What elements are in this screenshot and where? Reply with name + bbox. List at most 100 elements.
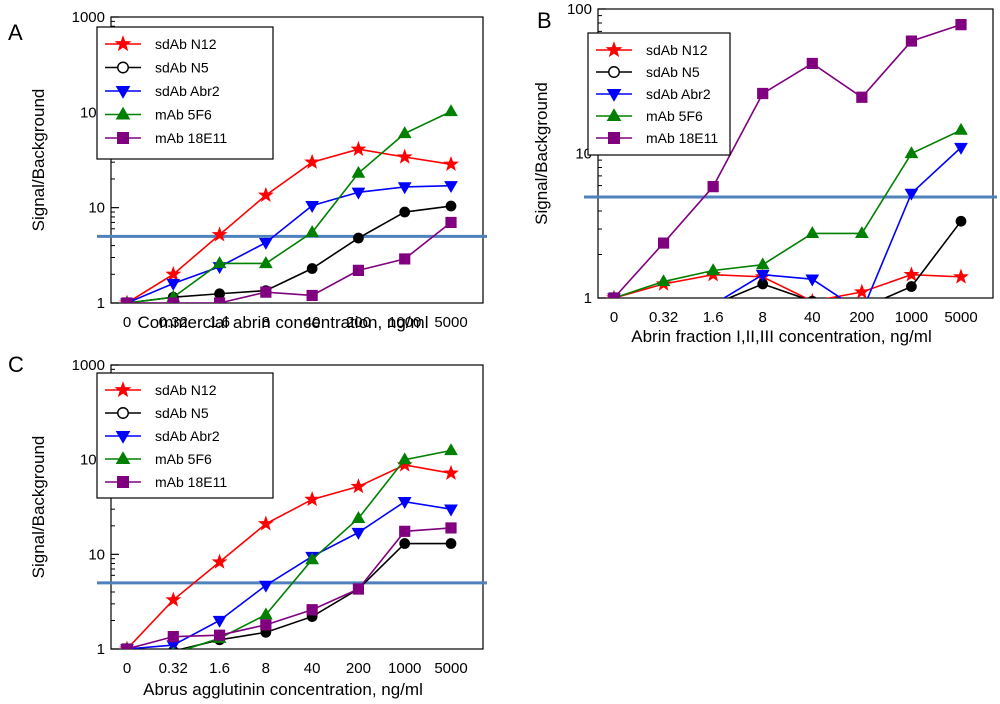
data-point-mab-18e11 [121, 297, 133, 303]
x-axis-title: Commercial abrin concentration, ng/ml [137, 313, 428, 332]
y-axis-title: Signal/Background [29, 436, 48, 579]
data-point-sdab-abr2 [212, 615, 227, 628]
data-point-sdab-abr2 [351, 527, 366, 540]
x-axis-title: Abrus agglutinin concentration, ng/ml [143, 680, 423, 699]
data-point-mab-5f6 [212, 256, 227, 269]
legend-marker-sdab-n12 [114, 381, 132, 398]
y-tick-label: 1 [584, 290, 592, 307]
series-line-mab-5f6 [126, 110, 452, 303]
data-point-sdab-abr2 [397, 182, 412, 195]
legend-label-sdab-n5: sdAb N5 [155, 405, 209, 421]
data-point-sdab-abr2 [444, 504, 458, 517]
data-point-sdab-n12 [211, 553, 228, 569]
x-tick-label: 8 [262, 660, 270, 677]
data-point-sdab-abr2 [444, 181, 458, 193]
data-point-sdab-n12 [211, 226, 228, 242]
x-tick-label: 1000 [388, 660, 421, 677]
data-point-mab-5f6 [305, 552, 320, 565]
data-point-mab-18e11 [260, 619, 272, 631]
plot-frame [110, 16, 484, 304]
legend-label-mab-5f6: mAb 5F6 [155, 107, 212, 123]
series-line-sdab-n12 [613, 273, 962, 298]
legend-marker-mab-5f6 [115, 451, 131, 464]
data-point-mab-5f6 [397, 126, 412, 139]
series-line-sdab-abr2 [614, 146, 962, 298]
legend-marker-mab-18e11 [117, 476, 129, 488]
legend-label-mab-5f6: mAb 5F6 [155, 451, 212, 467]
data-point-sdab-n12 [165, 591, 182, 607]
data-point-sdab-n5 [399, 538, 411, 549]
x-tick-label: 5000 [944, 309, 977, 326]
data-point-mab-5f6 [805, 226, 820, 239]
legend-marker-mab-18e11 [608, 132, 620, 144]
data-point-mab-18e11 [707, 181, 719, 193]
data-point-sdab-n12 [350, 478, 367, 494]
data-point-sdab-n5 [807, 295, 817, 298]
series-group [119, 104, 459, 303]
data-point-sdab-abr2 [305, 201, 320, 213]
data-point-sdab-n5 [306, 263, 318, 274]
series-line-sdab-n5 [126, 205, 452, 303]
legend-label-sdab-abr2: sdAb Abr2 [155, 428, 220, 444]
x-tick-label: 40 [304, 314, 321, 331]
panel-letter: B [537, 8, 552, 33]
legend-label-mab-5f6: mAb 5F6 [646, 108, 703, 124]
x-axis-title: Abrin fraction I,II,III concentration, n… [631, 327, 931, 346]
data-point-sdab-abr2 [166, 278, 181, 291]
legend-marker-sdab-abr2 [115, 86, 131, 99]
data-point-sdab-n12 [257, 515, 274, 531]
legend-marker-sdab-n12 [114, 35, 132, 52]
data-point-sdab-abr2 [258, 237, 273, 250]
series-line-sdab-abr2 [126, 184, 452, 303]
x-tick-label: 200 [346, 314, 371, 331]
series-line-mab-18e11 [126, 527, 452, 649]
data-point-sdab-n5 [445, 200, 457, 212]
data-point-mab-18e11 [905, 35, 918, 47]
data-point-mab-18e11 [955, 18, 967, 31]
legend-label-sdab-n12: sdAb N12 [155, 36, 217, 52]
series-line-mab-18e11 [127, 221, 452, 303]
data-point-sdab-n12 [304, 153, 321, 169]
data-point-mab-18e11 [757, 87, 769, 100]
x-tick-label: 1000 [895, 309, 928, 326]
data-point-mab-5f6 [171, 646, 175, 649]
legend-marker-sdab-n12 [605, 41, 623, 58]
legend-marker-mab-5f6 [115, 106, 131, 120]
data-point-mab-18e11 [856, 91, 868, 103]
series-line-mab-18e11 [613, 23, 962, 298]
x-tick-label: 1.6 [209, 660, 230, 677]
y-tick-label: 1 [97, 641, 105, 658]
data-point-mab-18e11 [121, 643, 133, 649]
legend-label-sdab-n12: sdAb N12 [155, 382, 217, 398]
x-tick-label: 0.32 [649, 309, 678, 326]
legend: sdAb N12 sdAb N5 sdAb Abr2 mAb 5F6 mAb 18E11 [96, 372, 274, 499]
y-tick-label: 100 [567, 1, 592, 18]
data-point-sdab-n12 [257, 186, 274, 202]
data-point-sdab-n12 [396, 148, 413, 164]
data-point-sdab-abr2 [397, 497, 412, 509]
x-tick-label: 8 [759, 309, 767, 326]
data-point-mab-5f6 [904, 146, 919, 159]
data-point-mab-18e11 [167, 631, 179, 643]
legend: sdAb N12 sdAb N5 sdAb Abr2 mAb 5F6 mAb 18E11 [96, 26, 274, 160]
data-point-mab-5f6 [305, 225, 320, 238]
data-point-sdab-n5 [955, 215, 967, 227]
series-line-mab-5f6 [127, 449, 452, 649]
data-point-mab-18e11 [167, 297, 179, 303]
data-point-sdab-n12 [853, 283, 870, 298]
data-point-mab-5f6 [755, 257, 770, 270]
data-point-sdab-abr2 [351, 187, 366, 200]
x-tick-label: 8 [262, 314, 270, 331]
data-point-sdab-abr2 [755, 270, 770, 282]
data-point-sdab-abr2 [954, 142, 968, 155]
data-point-mab-18e11 [657, 237, 670, 249]
data-point-mab-5f6 [258, 607, 273, 620]
data-point-mab-18e11 [306, 604, 318, 616]
data-point-mab-5f6 [854, 226, 869, 239]
x-tick-label: 40 [804, 309, 821, 326]
y-tick-label: 1000 [72, 9, 105, 26]
data-point-mab-18e11 [213, 297, 226, 303]
x-tick-label: 200 [849, 309, 874, 326]
